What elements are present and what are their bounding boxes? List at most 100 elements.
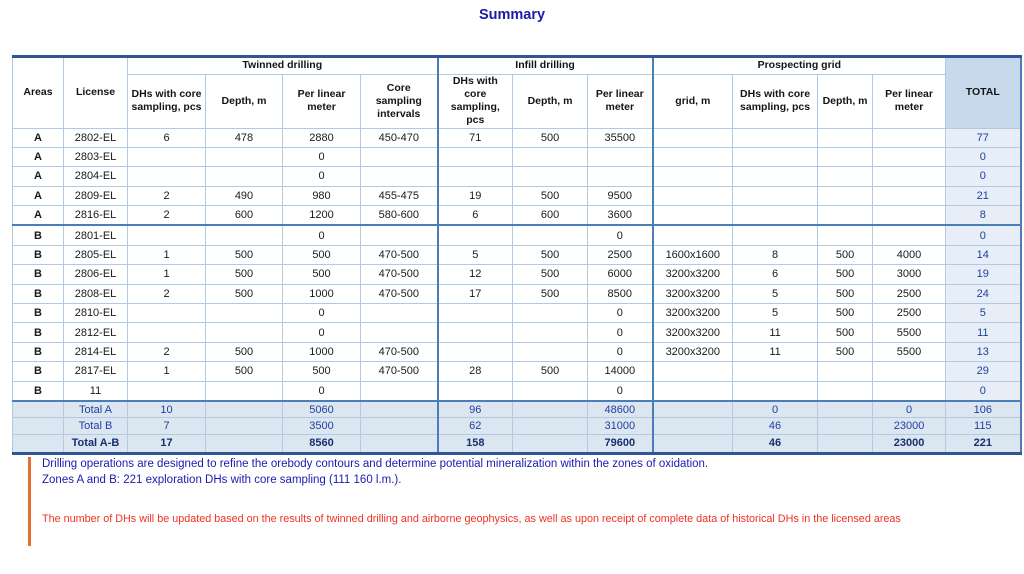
cell-value bbox=[127, 322, 206, 343]
cell-value bbox=[872, 380, 947, 402]
cell-value: 470-500 bbox=[359, 264, 439, 285]
table-row: B 2806-EL 1 500 500 470-500 12 500 6000 3200x3200… bbox=[12, 264, 1022, 285]
cell-value bbox=[127, 224, 206, 246]
cell-value bbox=[651, 185, 734, 207]
cell-value bbox=[359, 322, 439, 343]
cell-value: 2880 bbox=[282, 127, 361, 148]
note-dh-update: The number of DHs will be updated based … bbox=[42, 513, 901, 526]
col-header-twinned-depth: Depth, m bbox=[205, 74, 283, 129]
cell-total: 0 bbox=[945, 166, 1022, 187]
cell-value: 0 bbox=[587, 224, 654, 246]
cell-value: 470-500 bbox=[359, 244, 439, 266]
cell-value bbox=[732, 166, 819, 187]
table-row: A 2803-EL 0 0 bbox=[12, 146, 1022, 168]
cell-value bbox=[436, 303, 514, 324]
cell-area bbox=[12, 399, 64, 419]
cell-value: 450-470 bbox=[359, 127, 439, 148]
cell-value bbox=[651, 146, 734, 168]
cell-value: 500 bbox=[512, 185, 589, 207]
cell-value bbox=[512, 417, 589, 435]
cell-value bbox=[651, 417, 734, 435]
col-header-prospecting-per-linear-meter: Per linear meter bbox=[872, 74, 947, 129]
cell-value: 470-500 bbox=[359, 361, 439, 382]
cell-value bbox=[512, 433, 589, 454]
table-row: A 2804-EL 0 0 bbox=[12, 166, 1022, 187]
cell-area: B bbox=[12, 380, 64, 402]
cell-value: 500 bbox=[817, 244, 874, 266]
cell-value bbox=[732, 380, 819, 402]
cell-value: 17 bbox=[127, 433, 206, 454]
cell-value: 1 bbox=[127, 264, 206, 285]
cell-area bbox=[12, 417, 64, 435]
cell-value bbox=[817, 361, 874, 382]
cell-value bbox=[359, 399, 439, 419]
cell-value bbox=[436, 322, 514, 343]
cell-value: 5 bbox=[436, 244, 514, 266]
cell-license: 2803-EL bbox=[63, 146, 128, 168]
cell-value: 8560 bbox=[282, 433, 361, 454]
cell-value: 62 bbox=[436, 417, 514, 435]
cell-value: 1200 bbox=[282, 205, 361, 226]
cell-total: 0 bbox=[945, 146, 1022, 168]
col-header-total: TOTAL bbox=[945, 56, 1022, 129]
cell-value: 3600 bbox=[587, 205, 654, 226]
cell-value bbox=[127, 146, 206, 168]
cell-value: 470-500 bbox=[359, 283, 439, 305]
cell-value: 490 bbox=[205, 185, 283, 207]
cell-license: Total A bbox=[63, 399, 128, 419]
table-row: A 2816-EL 2 600 1200 580-600 6 600 3600 8 bbox=[12, 205, 1022, 226]
cell-value: 2500 bbox=[872, 283, 947, 305]
cell-value: 0 bbox=[282, 224, 361, 246]
total-row: Total B 7 3500 62 31000 46 23000 115 bbox=[12, 417, 1022, 435]
cell-license: 2802-EL bbox=[63, 127, 128, 148]
cell-area: B bbox=[12, 244, 64, 266]
col-header-prospecting-dhs: DHs with core sampling, pcs bbox=[732, 74, 819, 129]
cell-value: 23000 bbox=[872, 433, 947, 454]
cell-value bbox=[512, 224, 589, 246]
cell-value bbox=[817, 205, 874, 226]
cell-value: 2500 bbox=[587, 244, 654, 266]
cell-value: 5 bbox=[732, 283, 819, 305]
cell-license: 2808-EL bbox=[63, 283, 128, 305]
col-header-license: License bbox=[63, 56, 128, 129]
cell-value: 1000 bbox=[282, 341, 361, 363]
cell-value: 3200x3200 bbox=[651, 283, 734, 305]
cell-value bbox=[587, 166, 654, 187]
cell-value: 500 bbox=[817, 303, 874, 324]
cell-value: 500 bbox=[817, 283, 874, 305]
cell-value bbox=[817, 399, 874, 419]
cell-value: 23000 bbox=[872, 417, 947, 435]
cell-value: 6000 bbox=[587, 264, 654, 285]
cell-value: 600 bbox=[512, 205, 589, 226]
cell-value: 0 bbox=[282, 380, 361, 402]
cell-value bbox=[359, 433, 439, 454]
cell-value bbox=[205, 146, 283, 168]
note-drilling-operations: Drilling operations are designed to refi… bbox=[42, 457, 993, 488]
cell-value: 500 bbox=[205, 361, 283, 382]
cell-value bbox=[127, 303, 206, 324]
cell-value bbox=[732, 224, 819, 246]
note-blue-line2: Zones A and B: 221 exploration DHs with … bbox=[42, 473, 402, 486]
total-row: Total A-B 17 8560 158 79600 46 23000 221 bbox=[12, 433, 1022, 454]
cell-value: 500 bbox=[205, 264, 283, 285]
cell-value bbox=[732, 146, 819, 168]
cell-value: 31000 bbox=[587, 417, 654, 435]
cell-value bbox=[817, 166, 874, 187]
table-row: A 2802-EL 6 478 2880 450-470 71 500 35500 77 bbox=[12, 127, 1022, 148]
cell-value bbox=[732, 127, 819, 148]
cell-value: 0 bbox=[587, 341, 654, 363]
cell-value: 500 bbox=[205, 244, 283, 266]
cell-value bbox=[651, 380, 734, 402]
cell-license: 2817-EL bbox=[63, 361, 128, 382]
cell-value: 0 bbox=[282, 303, 361, 324]
cell-area: A bbox=[12, 146, 64, 168]
cell-value: 71 bbox=[436, 127, 514, 148]
cell-value: 6 bbox=[436, 205, 514, 226]
cell-value bbox=[205, 322, 283, 343]
cell-area: A bbox=[12, 166, 64, 187]
cell-value bbox=[127, 380, 206, 402]
cell-value: 12 bbox=[436, 264, 514, 285]
cell-value: 3200x3200 bbox=[651, 303, 734, 324]
cell-value: 500 bbox=[512, 283, 589, 305]
cell-value: 500 bbox=[817, 322, 874, 343]
